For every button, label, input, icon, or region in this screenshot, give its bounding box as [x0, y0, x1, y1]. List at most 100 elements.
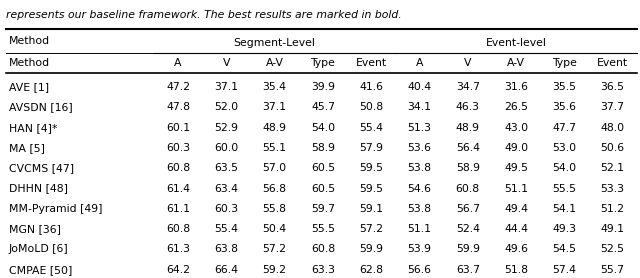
Text: 39.9: 39.9 — [311, 82, 335, 92]
Text: Event-level: Event-level — [486, 38, 547, 48]
Text: Event: Event — [356, 58, 387, 68]
Text: 59.7: 59.7 — [311, 204, 335, 214]
Text: 60.1: 60.1 — [166, 123, 190, 133]
Text: Event: Event — [597, 58, 628, 68]
Text: AVSDN [16]: AVSDN [16] — [9, 102, 73, 112]
Text: 37.1: 37.1 — [214, 82, 238, 92]
Text: 49.6: 49.6 — [504, 244, 528, 254]
Text: 47.2: 47.2 — [166, 82, 190, 92]
Text: 35.5: 35.5 — [552, 82, 577, 92]
Text: 55.7: 55.7 — [601, 265, 625, 275]
Text: 57.9: 57.9 — [359, 143, 383, 153]
Text: 49.0: 49.0 — [504, 143, 528, 153]
Text: 54.0: 54.0 — [552, 163, 577, 173]
Text: 31.6: 31.6 — [504, 82, 528, 92]
Text: CMPAE [50]: CMPAE [50] — [9, 265, 72, 275]
Text: 40.4: 40.4 — [408, 82, 431, 92]
Text: 66.4: 66.4 — [214, 265, 238, 275]
Text: 58.9: 58.9 — [311, 143, 335, 153]
Text: HAN [4]*: HAN [4]* — [9, 123, 58, 133]
Text: 47.8: 47.8 — [166, 102, 190, 112]
Text: A: A — [416, 58, 423, 68]
Text: 52.1: 52.1 — [601, 163, 625, 173]
Text: 59.5: 59.5 — [359, 163, 383, 173]
Text: Segment-Level: Segment-Level — [234, 38, 316, 48]
Text: 55.4: 55.4 — [359, 123, 383, 133]
Text: 34.7: 34.7 — [456, 82, 480, 92]
Text: 62.8: 62.8 — [359, 265, 383, 275]
Text: JoMoLD [6]: JoMoLD [6] — [9, 244, 68, 254]
Text: 59.9: 59.9 — [359, 244, 383, 254]
Text: 61.4: 61.4 — [166, 183, 190, 193]
Text: 56.7: 56.7 — [456, 204, 480, 214]
Text: 48.9: 48.9 — [262, 123, 287, 133]
Text: 53.9: 53.9 — [408, 244, 431, 254]
Text: 57.4: 57.4 — [552, 265, 577, 275]
Text: 52.4: 52.4 — [456, 224, 480, 234]
Text: Type: Type — [552, 58, 577, 68]
Text: 63.4: 63.4 — [214, 183, 238, 193]
Text: 53.0: 53.0 — [552, 143, 577, 153]
Text: 55.5: 55.5 — [311, 224, 335, 234]
Text: 54.6: 54.6 — [408, 183, 431, 193]
Text: 59.2: 59.2 — [262, 265, 287, 275]
Text: 60.0: 60.0 — [214, 143, 239, 153]
Text: A-V: A-V — [507, 58, 525, 68]
Text: MGN [36]: MGN [36] — [9, 224, 61, 234]
Text: 49.4: 49.4 — [504, 204, 528, 214]
Text: 53.3: 53.3 — [601, 183, 625, 193]
Text: 52.5: 52.5 — [601, 244, 625, 254]
Text: 59.9: 59.9 — [456, 244, 480, 254]
Text: CVCMS [47]: CVCMS [47] — [9, 163, 74, 173]
Text: 63.5: 63.5 — [214, 163, 238, 173]
Text: 52.9: 52.9 — [214, 123, 238, 133]
Text: 48.9: 48.9 — [456, 123, 480, 133]
Text: 60.3: 60.3 — [166, 143, 190, 153]
Text: 50.4: 50.4 — [262, 224, 287, 234]
Text: 35.4: 35.4 — [262, 82, 287, 92]
Text: 55.5: 55.5 — [552, 183, 577, 193]
Text: 59.1: 59.1 — [359, 204, 383, 214]
Text: 41.6: 41.6 — [359, 82, 383, 92]
Text: 60.8: 60.8 — [311, 244, 335, 254]
Text: 34.1: 34.1 — [408, 102, 431, 112]
Text: 57.2: 57.2 — [359, 224, 383, 234]
Text: 58.9: 58.9 — [456, 163, 480, 173]
Text: 55.4: 55.4 — [214, 224, 238, 234]
Text: 59.5: 59.5 — [359, 183, 383, 193]
Text: 55.8: 55.8 — [262, 204, 287, 214]
Text: represents our baseline framework. The best results are marked in bold.: represents our baseline framework. The b… — [6, 10, 402, 20]
Text: 47.7: 47.7 — [552, 123, 577, 133]
Text: 45.7: 45.7 — [311, 102, 335, 112]
Text: 35.6: 35.6 — [552, 102, 577, 112]
Text: 51.1: 51.1 — [504, 183, 528, 193]
Text: 60.8: 60.8 — [166, 224, 190, 234]
Text: V: V — [464, 58, 472, 68]
Text: DHHN [48]: DHHN [48] — [9, 183, 68, 193]
Text: 49.1: 49.1 — [601, 224, 625, 234]
Text: 26.5: 26.5 — [504, 102, 528, 112]
Text: A: A — [174, 58, 182, 68]
Text: 50.8: 50.8 — [359, 102, 383, 112]
Text: 51.2: 51.2 — [601, 204, 625, 214]
Text: 48.0: 48.0 — [600, 123, 625, 133]
Text: 63.3: 63.3 — [311, 265, 335, 275]
Text: MM-Pyramid [49]: MM-Pyramid [49] — [9, 204, 102, 214]
Text: 52.0: 52.0 — [214, 102, 239, 112]
Text: 56.8: 56.8 — [262, 183, 287, 193]
Text: 53.6: 53.6 — [408, 143, 431, 153]
Text: 60.5: 60.5 — [311, 163, 335, 173]
Text: 43.0: 43.0 — [504, 123, 528, 133]
Text: 51.3: 51.3 — [408, 123, 431, 133]
Text: Method: Method — [9, 36, 50, 46]
Text: V: V — [223, 58, 230, 68]
Text: 37.1: 37.1 — [262, 102, 287, 112]
Text: 54.1: 54.1 — [552, 204, 577, 214]
Text: 56.6: 56.6 — [408, 265, 431, 275]
Text: 57.0: 57.0 — [262, 163, 287, 173]
Text: 53.8: 53.8 — [408, 163, 431, 173]
Text: 63.7: 63.7 — [456, 265, 480, 275]
Text: 61.1: 61.1 — [166, 204, 190, 214]
Text: 60.5: 60.5 — [311, 183, 335, 193]
Text: 55.1: 55.1 — [262, 143, 287, 153]
